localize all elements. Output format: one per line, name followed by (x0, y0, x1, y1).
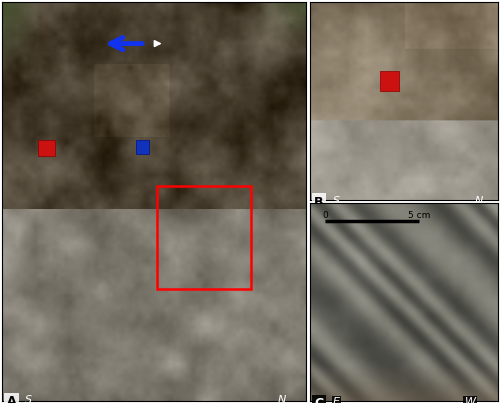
Text: W: W (464, 397, 475, 403)
Bar (38, 140, 55, 156)
Text: 5 cm: 5 cm (408, 211, 430, 220)
Text: S: S (333, 196, 340, 206)
Text: N: N (474, 196, 483, 206)
Text: S: S (25, 395, 32, 403)
Text: 0: 0 (322, 211, 328, 220)
Bar (157, 185, 251, 289)
Text: B: B (314, 196, 324, 209)
Bar (380, 71, 398, 91)
Text: C: C (314, 397, 324, 403)
Text: E: E (333, 397, 340, 403)
Text: A: A (6, 395, 16, 403)
Text: N: N (278, 395, 286, 403)
Bar (136, 139, 149, 154)
